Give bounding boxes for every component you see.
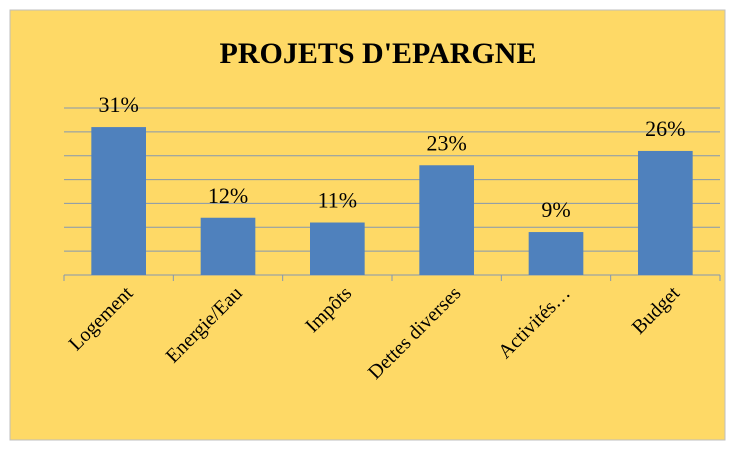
bar [419,165,474,275]
data-label: 9% [541,197,570,222]
data-label: 26% [645,116,685,141]
bar [200,217,256,275]
data-label: 12% [208,183,248,208]
bar [310,222,365,275]
chart-title: PROJETS D'EPARGNE [220,37,537,70]
bar [528,232,584,275]
data-label: 31% [99,92,139,117]
data-label: 23% [427,130,467,155]
data-label: 11% [318,188,358,213]
bar [91,127,146,275]
bar [638,150,693,275]
